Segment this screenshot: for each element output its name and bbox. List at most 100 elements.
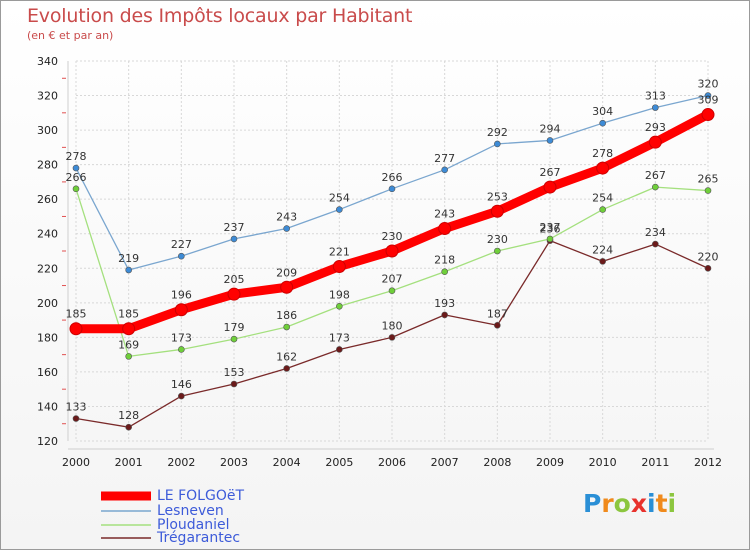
data-label: 180 [382,319,403,332]
data-label: 309 [698,94,719,107]
data-label: 193 [434,297,455,310]
y-tick-label: 200 [37,297,58,310]
legend-item-tregarantec: Trégarantec [101,531,240,545]
data-point [599,119,606,127]
legend-swatch-lesneven [101,510,151,512]
data-point [599,258,606,265]
data-point [178,252,185,260]
data-point [72,415,80,422]
data-point [125,353,132,360]
data-point [227,287,241,301]
y-tick-label: 240 [37,228,58,241]
data-label: 128 [118,409,139,422]
x-tick-label: 2012 [694,456,722,469]
data-label: 253 [487,190,508,203]
data-label: 278 [66,150,87,163]
data-point [441,268,448,276]
data-point [596,161,610,175]
data-label: 173 [329,331,350,344]
logo-letter: t [655,489,668,518]
data-label: 277 [434,152,455,165]
y-tick-label: 120 [37,435,58,448]
legend-label-ploudaniel: Ploudaniel [157,517,230,533]
y-tick-label: 340 [37,55,58,68]
data-label: 196 [171,289,192,302]
data-point [280,280,294,294]
data-label: 266 [66,171,87,184]
legend-label-le-folgoet: LE FOLGOëT [157,488,245,504]
x-tick-label: 2010 [589,456,617,469]
x-tick-label: 2008 [483,456,511,469]
x-tick-label: 2009 [536,456,564,469]
data-point [283,365,290,372]
legend-item-lesneven: Lesneven [101,504,224,518]
data-label: 266 [382,171,403,184]
data-label: 153 [224,366,245,379]
data-label: 313 [645,90,666,103]
data-point [652,183,659,191]
data-label: 218 [434,254,455,267]
data-point [704,92,712,99]
value-labels-layer: 185 185 196 205 209 221 230 243 253 267 278 293 309 2… [66,78,719,423]
data-label: 234 [645,226,666,239]
data-point [490,204,504,218]
data-point [441,311,448,319]
data-label: 254 [329,192,350,205]
data-label: 179 [224,321,245,334]
data-point [543,180,557,194]
data-point [283,225,290,232]
data-point [230,235,238,243]
data-point [230,335,238,343]
data-label: 187 [487,307,508,320]
data-point [388,185,396,193]
logo-letter: P [583,489,602,518]
x-tick-label: 2003 [220,456,248,469]
data-point [441,166,448,174]
x-tick-label: 2011 [641,456,669,469]
data-point [704,264,712,272]
x-tick-label: 2004 [273,456,301,469]
data-label: 320 [698,78,719,91]
data-point [388,334,396,341]
data-label: 146 [171,378,192,391]
data-label: 221 [329,246,350,259]
data-point [332,260,346,274]
data-point [648,135,662,149]
data-label: 254 [592,192,613,205]
data-label: 185 [118,308,139,321]
data-point [599,206,606,213]
data-label: 162 [276,350,297,363]
data-label: 243 [434,208,455,221]
data-label: 278 [592,147,613,160]
data-point [388,287,396,295]
legend-item-ploudaniel: Ploudaniel [101,518,230,532]
data-point [652,240,659,248]
x-tick-label: 2007 [431,456,459,469]
chart-subtitle: (en € et par an) [27,29,114,42]
data-label: 237 [540,221,561,234]
logo-letter: i [667,489,677,518]
data-label: 209 [276,266,297,279]
y-tick-label: 320 [37,90,58,103]
data-label: 230 [487,233,508,246]
y-tick-label: 140 [37,400,58,413]
data-label: 236 [540,223,561,236]
data-point [494,321,501,329]
grid-layer [75,60,709,442]
data-point [438,222,452,236]
x-tick-label: 2002 [167,456,195,469]
data-label: 133 [66,401,87,414]
data-label: 224 [592,243,613,256]
x-tick-label: 2001 [115,456,143,469]
data-point [704,187,712,194]
data-point [174,303,188,317]
data-label: 198 [329,288,350,301]
data-point [283,323,290,331]
logo-letter: x [630,489,647,518]
data-label: 293 [645,121,666,134]
legend-swatch-tregarantec [101,537,151,539]
data-point [125,423,132,431]
y-tick-label: 260 [37,193,58,206]
data-point [336,346,343,353]
